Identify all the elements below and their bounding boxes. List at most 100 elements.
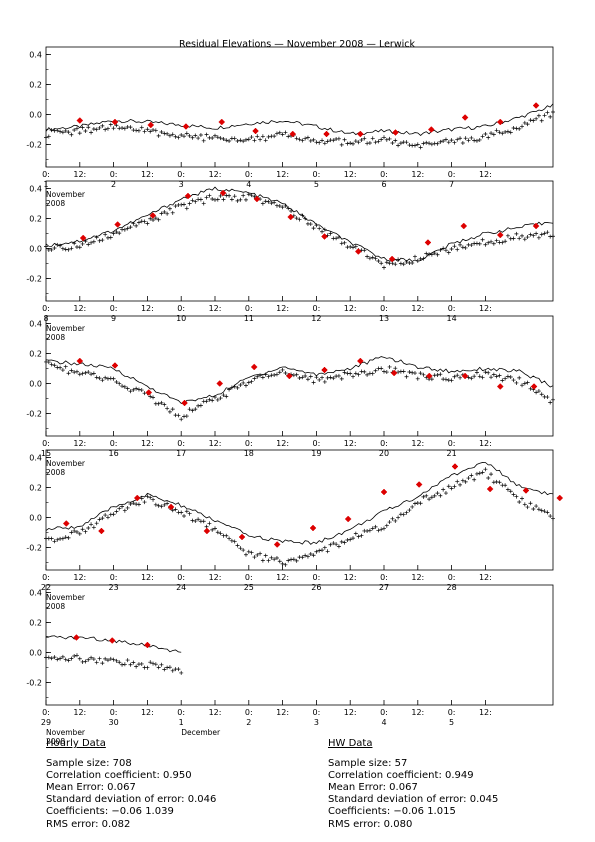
observed-residual-line xyxy=(45,103,554,136)
hourly-point xyxy=(176,135,181,140)
hourly-point xyxy=(97,656,102,661)
hourly-point xyxy=(83,129,88,134)
x-tick-label: 12: xyxy=(141,170,154,179)
hourly-point xyxy=(83,529,88,534)
x-tick-label: 0: xyxy=(313,439,321,448)
hourly-point xyxy=(232,539,237,544)
hw-point xyxy=(133,494,141,502)
hourly-point xyxy=(365,254,370,259)
hw-point xyxy=(287,213,295,221)
hourly-point xyxy=(80,659,85,664)
day-label: 11 xyxy=(244,314,254,323)
hourly-point xyxy=(274,372,279,377)
hourly-point xyxy=(167,665,172,670)
hourly-point xyxy=(393,262,398,267)
day-label: 2 xyxy=(246,718,251,727)
hourly-point xyxy=(159,129,164,134)
hw-point xyxy=(111,118,119,126)
hourly-point xyxy=(72,653,77,658)
hourly-point xyxy=(353,531,358,536)
hourly-point xyxy=(213,133,217,138)
hourly-point xyxy=(44,135,48,140)
hourly-point xyxy=(489,239,494,244)
hw-point xyxy=(108,637,116,644)
hourly-point xyxy=(69,530,74,535)
hourly-point xyxy=(477,137,482,142)
hourly-point xyxy=(111,231,116,236)
x-tick-label: 12: xyxy=(344,304,357,313)
hourly-point xyxy=(128,502,133,507)
hourly-stat-line: Standard deviation of error: 0.046 xyxy=(46,794,217,806)
day-label: 14 xyxy=(447,314,457,323)
hourly-point xyxy=(227,387,232,392)
hourly-point xyxy=(215,135,220,140)
hourly-point xyxy=(463,136,468,141)
hourly-point xyxy=(97,376,102,381)
hw-point xyxy=(144,641,151,649)
hourly-point xyxy=(536,389,541,394)
hw-point xyxy=(309,524,317,532)
month-label: November xyxy=(46,190,86,199)
hourly-point xyxy=(503,239,508,244)
day-label: 30 xyxy=(109,718,119,727)
hourly-point xyxy=(173,134,178,139)
day-label: 19 xyxy=(311,449,321,458)
hourly-point xyxy=(66,535,71,540)
hourly-point xyxy=(401,512,406,517)
hourly-point xyxy=(229,538,234,543)
hourly-point xyxy=(103,513,108,518)
hourly-point xyxy=(536,507,541,512)
hourly-point xyxy=(151,217,156,222)
hourly-point xyxy=(390,140,395,145)
hourly-point xyxy=(303,136,308,141)
hourly-point xyxy=(455,479,460,484)
hourly-point xyxy=(438,247,443,252)
x-tick-label: 12: xyxy=(479,708,492,717)
x-tick-label: 0: xyxy=(177,304,185,313)
hourly-point xyxy=(94,660,99,665)
x-tick-label: 0: xyxy=(313,304,321,313)
hw-point xyxy=(147,121,155,129)
x-tick-label: 12: xyxy=(209,170,222,179)
plot-frame xyxy=(45,315,554,437)
x-tick-label: 0: xyxy=(448,573,456,582)
hourly-point xyxy=(534,231,539,236)
hourly-point xyxy=(184,509,189,514)
hourly-point xyxy=(370,371,375,376)
hourly-point xyxy=(305,377,310,382)
hourly-point xyxy=(458,136,463,141)
hourly-point xyxy=(77,131,82,136)
hourly-point xyxy=(156,401,161,406)
x-tick-label: 0: xyxy=(177,170,185,179)
hourly-point xyxy=(548,234,553,239)
hourly-point xyxy=(210,527,215,532)
hourly-point xyxy=(280,132,285,137)
hw-point xyxy=(496,231,504,239)
hourly-point xyxy=(60,654,65,659)
hourly-point xyxy=(387,364,392,369)
hourly-point xyxy=(384,260,389,265)
hourly-point xyxy=(170,508,175,513)
hourly-point xyxy=(94,375,99,380)
hourly-point xyxy=(97,238,102,243)
hourly-point xyxy=(221,137,226,141)
hw-stat-line: RMS error: 0.080 xyxy=(328,818,413,830)
hw-point xyxy=(427,126,435,133)
hourly-point xyxy=(52,655,57,660)
hourly-point xyxy=(134,128,139,133)
hourly-point xyxy=(443,491,448,496)
hourly-point xyxy=(398,261,403,266)
hourly-point xyxy=(227,536,232,541)
hw-point xyxy=(392,129,399,136)
hourly-point xyxy=(91,525,96,530)
hourly-point xyxy=(384,523,389,528)
hourly-point xyxy=(122,227,127,232)
hourly-point xyxy=(514,494,519,499)
hourly-point xyxy=(46,360,51,365)
hourly-point xyxy=(500,240,505,245)
hourly-point xyxy=(52,363,57,368)
hourly-point xyxy=(325,549,330,554)
hw-point xyxy=(111,362,119,369)
hourly-point xyxy=(511,126,516,131)
hourly-point xyxy=(536,113,541,118)
